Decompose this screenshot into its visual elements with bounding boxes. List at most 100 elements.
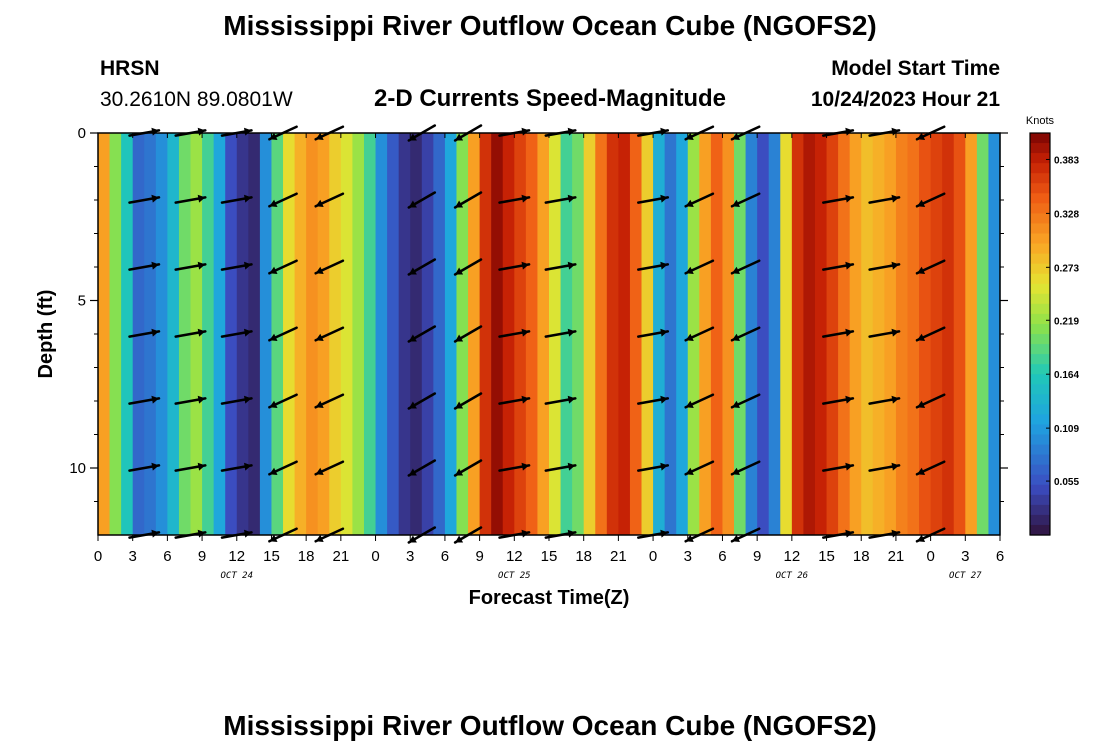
colorbar-segment: [1030, 354, 1050, 365]
current-arrow: [684, 393, 715, 409]
colorbar-tick-label: 0.109: [1054, 424, 1079, 435]
current-arrow: [637, 261, 670, 271]
current-arrow: [915, 393, 946, 409]
current-arrow: [268, 460, 298, 476]
x-tick-label: 12: [506, 548, 523, 565]
current-arrow: [220, 194, 253, 204]
heatmap-cell: [942, 133, 955, 535]
current-arrow: [174, 395, 207, 405]
current-arrow: [498, 194, 531, 204]
colorbar-tick-label: 0.055: [1054, 477, 1079, 488]
current-arrow: [128, 328, 161, 338]
current-arrow: [407, 459, 437, 477]
heatmap-cell: [780, 133, 793, 535]
heatmap-cell: [456, 133, 469, 535]
heatmap-cell: [814, 133, 828, 535]
colorbar-segment: [1030, 334, 1050, 345]
current-arrow: [684, 192, 715, 208]
model-start-label: Model Start Time: [831, 57, 1000, 80]
colorbar-segment: [1030, 494, 1050, 506]
current-arrow: [868, 194, 901, 204]
current-arrow: [314, 393, 345, 409]
heatmap-cell: [213, 133, 226, 535]
heatmap-cell: [121, 133, 134, 535]
colorbar-segment: [1030, 273, 1050, 285]
x-tick-label: 0: [926, 548, 934, 565]
heatmap-cell: [491, 133, 504, 535]
colorbar-segment: [1030, 474, 1050, 486]
current-arrow: [684, 259, 715, 275]
heatmap-cell: [421, 133, 434, 535]
colorbar-segment: [1030, 344, 1050, 355]
current-arrow: [128, 395, 161, 405]
colorbar-segment: [1030, 424, 1050, 436]
x-tick-label: 12: [784, 548, 801, 565]
colorbar-segment: [1030, 283, 1050, 295]
colorbar-segment: [1030, 394, 1050, 405]
chart-subtitle: 2-D Currents Speed-Magnitude: [374, 85, 726, 112]
colorbar-segment: [1030, 384, 1050, 395]
colorbar-segment: [1030, 364, 1050, 375]
current-arrow: [730, 393, 761, 409]
heatmap-cell: [363, 133, 377, 535]
heatmap-cell: [271, 133, 284, 535]
heatmap-cell: [98, 133, 111, 535]
heatmap-cell: [259, 133, 273, 535]
current-arrow: [684, 326, 715, 342]
x-tick-label: 9: [753, 548, 761, 565]
heatmap-cell: [572, 133, 585, 535]
x-tick-label: 21: [888, 548, 905, 565]
current-arrow: [268, 326, 298, 342]
current-arrow: [498, 261, 531, 271]
heatmap-cell: [595, 133, 608, 535]
heatmap-cell: [768, 133, 781, 535]
current-arrow: [453, 392, 483, 410]
current-arrow: [730, 259, 761, 275]
colorbar-segment: [1030, 153, 1050, 164]
current-arrow: [822, 261, 855, 271]
colorbar-segment: [1030, 193, 1050, 204]
heatmap-cell: [155, 133, 168, 535]
x-tick-label: 6: [163, 548, 171, 565]
heatmap-cell: [895, 133, 909, 535]
x-tick-label: 0: [371, 548, 379, 565]
heatmap-cell: [976, 133, 990, 535]
heatmap-cell: [953, 133, 966, 535]
current-arrow: [314, 259, 345, 275]
colorbar-segment: [1030, 374, 1050, 385]
axes: 0 3 6 9 12 15 18 21 0 3 6 9 12 15 18 21 0 3 6 9 12 15 18 21 0 3 6 O…: [69, 125, 1008, 581]
heatmap-cell: [202, 133, 215, 535]
heatmap-cell: [375, 133, 388, 535]
current-arrow: [730, 326, 761, 342]
heatmap-cell: [919, 133, 932, 535]
heatmap-cell: [791, 133, 805, 535]
colorbar-tick-label: 0.328: [1054, 209, 1079, 220]
heatmap-cell: [294, 133, 307, 535]
current-arrow: [174, 194, 207, 204]
heatmap-cell: [537, 133, 550, 535]
current-arrow: [544, 462, 577, 472]
heatmap-cell: [664, 133, 677, 535]
colorbar-segment: [1030, 173, 1050, 184]
current-arrow: [174, 328, 207, 338]
x-axis-label: Forecast Time(Z): [469, 587, 630, 609]
current-arrow: [730, 192, 761, 208]
current-arrow: [498, 395, 531, 405]
current-arrow: [453, 191, 483, 209]
colorbar-segment: [1030, 293, 1050, 305]
current-arrow: [453, 459, 483, 477]
heatmap-cell: [699, 133, 712, 535]
colorbar-segment: [1030, 454, 1050, 466]
colorbar-tick-label: 0.219: [1054, 316, 1079, 327]
heatmap-cell: [479, 133, 492, 535]
heatmap-cell: [710, 133, 724, 535]
current-arrow: [268, 259, 298, 275]
station-coords: 30.2610N 89.0801W: [100, 88, 293, 111]
heatmap-cell: [248, 133, 261, 535]
y-tick-label: 0: [78, 125, 86, 142]
chart-title-bottom: Mississippi River Outflow Ocean Cube (NG…: [223, 710, 876, 741]
heatmap-cell: [410, 133, 423, 535]
heatmap-cell: [849, 133, 862, 535]
heatmap-cell: [352, 133, 365, 535]
x-tick-label: 18: [853, 548, 870, 565]
